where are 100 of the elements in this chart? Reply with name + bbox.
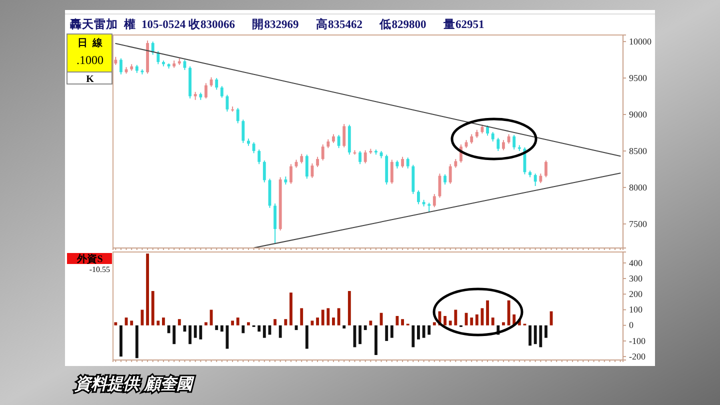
bar — [326, 308, 330, 326]
bar — [412, 325, 415, 348]
bar — [215, 325, 218, 330]
bar — [401, 319, 404, 326]
candlestick — [305, 154, 308, 180]
candlestick — [512, 134, 516, 150]
y-tick-label: 400 — [629, 258, 643, 268]
text: .1000 — [76, 53, 104, 67]
bar — [475, 314, 478, 326]
y-tick-label: 100 — [629, 304, 643, 315]
candlestick — [417, 190, 420, 205]
bar — [369, 320, 372, 326]
bar — [188, 325, 192, 344]
candlestick — [300, 153, 304, 164]
candlestick — [342, 123, 346, 148]
y-tick-label: 10000 — [629, 36, 652, 46]
candlestick — [364, 150, 367, 164]
candlestick — [544, 160, 548, 178]
bar — [428, 325, 431, 335]
bar — [491, 318, 494, 326]
bar — [332, 318, 335, 326]
bar — [316, 318, 319, 326]
bar — [247, 322, 250, 326]
bar — [135, 325, 138, 358]
candlestick — [539, 173, 542, 184]
bar — [385, 325, 388, 341]
candlestick — [220, 86, 224, 98]
candlestick — [496, 137, 500, 152]
bar — [539, 325, 542, 348]
bar — [220, 325, 224, 332]
bar — [231, 320, 234, 326]
candlestick — [534, 173, 537, 186]
text: 日 線 — [78, 37, 104, 49]
candlestick — [120, 58, 122, 75]
candlestick — [448, 164, 452, 184]
text: K — [86, 74, 94, 85]
y-tick-label: -200 — [629, 351, 646, 362]
bar — [310, 320, 314, 326]
y-tick-label: 9500 — [629, 72, 648, 83]
bar — [258, 325, 261, 332]
candlestick — [316, 156, 319, 168]
y-tick-label: 8500 — [629, 146, 648, 156]
bar — [321, 310, 324, 326]
bar — [390, 325, 394, 338]
bar — [305, 325, 308, 349]
candlestick — [156, 50, 160, 65]
bar — [374, 325, 378, 356]
candlestick — [390, 159, 394, 184]
bar — [278, 325, 282, 338]
bar — [146, 254, 149, 326]
bar — [448, 320, 452, 326]
bar — [130, 320, 134, 326]
candlestick — [486, 124, 489, 136]
bar — [284, 319, 288, 326]
bar — [348, 291, 351, 326]
bar — [274, 319, 276, 326]
bar — [534, 325, 537, 344]
candlestick — [444, 174, 446, 186]
candlestick — [491, 132, 494, 142]
y-tick-label: 7500 — [629, 218, 648, 229]
bar — [364, 325, 367, 330]
bar — [262, 325, 266, 338]
candlestick — [242, 119, 245, 144]
candlestick — [428, 202, 431, 213]
bar — [454, 310, 458, 326]
bar — [544, 325, 548, 338]
text: -10.55 — [89, 265, 110, 274]
y-tick-label: -100 — [629, 336, 646, 346]
bar — [342, 325, 346, 328]
text: 資料提供 顧奎國 — [74, 374, 195, 393]
y-tick-label: 8000 — [629, 182, 648, 192]
candlestick — [358, 150, 362, 165]
bar — [417, 325, 420, 340]
bar — [358, 325, 362, 344]
bar — [432, 322, 436, 326]
bar — [290, 292, 292, 326]
bar — [300, 308, 304, 326]
bar — [528, 325, 532, 346]
bar — [156, 320, 160, 326]
candlestick — [321, 144, 324, 161]
bar — [486, 300, 489, 326]
bar — [502, 322, 505, 326]
bar — [199, 325, 202, 340]
bar — [178, 319, 181, 326]
bar — [444, 316, 446, 326]
bar — [194, 325, 197, 338]
candlestick — [274, 203, 276, 244]
chart-title: 外資S — [76, 253, 104, 265]
candlestick — [258, 149, 261, 165]
candlestick — [151, 41, 154, 56]
candlestick — [470, 134, 474, 144]
candlestick — [406, 157, 410, 169]
y-tick-label: 200 — [629, 289, 643, 300]
chart-title: 轟天雷加 權 105-0524 收830066 開832969 高835462 低829800 量62951 — [69, 17, 484, 31]
candlestick — [215, 78, 218, 90]
bar — [242, 325, 245, 334]
bar — [236, 318, 240, 326]
bar — [120, 325, 122, 357]
candlestick — [432, 194, 436, 208]
bar — [204, 322, 208, 326]
